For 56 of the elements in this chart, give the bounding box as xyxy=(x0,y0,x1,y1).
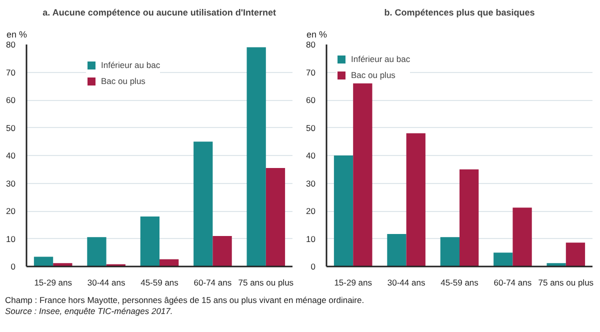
bar xyxy=(87,237,106,266)
y-tick-label: 20 xyxy=(306,206,316,216)
bar xyxy=(353,83,372,266)
bar xyxy=(460,169,479,266)
x-tick-label: 75 ans ou plus xyxy=(238,278,294,288)
legend-label: Inférieur au bac xyxy=(351,54,410,64)
legend-label: Bac ou plus xyxy=(351,70,396,80)
bar xyxy=(266,168,286,266)
x-tick-label: 45-59 ans xyxy=(140,278,178,288)
chart-title: a. Aucune compétence ou aucune utilisation d'Internet xyxy=(42,8,276,18)
chart-title: b. Compétences plus que basiques xyxy=(384,8,535,18)
legend-label: Inférieur au bac xyxy=(101,60,160,70)
legend-label: Bac ou plus xyxy=(101,76,146,86)
bar xyxy=(246,47,266,266)
y-tick-label: 70 xyxy=(306,67,316,78)
y-tick-label: 30 xyxy=(306,178,316,188)
bar xyxy=(512,208,532,266)
bar xyxy=(140,216,160,266)
x-tick-label: 60-74 ans xyxy=(194,278,232,288)
bar xyxy=(546,263,566,266)
x-tick-label: 30-44 ans xyxy=(387,278,426,288)
y-tick-label: 10 xyxy=(306,234,316,244)
y-tick-label: 60 xyxy=(306,95,316,105)
bar xyxy=(194,142,213,266)
bar xyxy=(212,236,232,266)
bar xyxy=(387,234,406,266)
y-axis-title: en % xyxy=(306,30,328,40)
x-tick-label: 60-74 ans xyxy=(494,278,532,288)
bar xyxy=(494,252,513,266)
bar xyxy=(440,237,460,266)
x-tick-label: 15-29 ans xyxy=(34,278,72,288)
y-tick-label: 40 xyxy=(6,150,16,160)
y-tick-label: 60 xyxy=(6,95,16,105)
bar xyxy=(34,256,54,266)
y-tick-label: 20 xyxy=(6,206,16,216)
bar xyxy=(406,133,426,266)
y-tick-label: 10 xyxy=(6,234,16,244)
bar xyxy=(334,156,354,266)
bar xyxy=(566,242,586,266)
text: Champ : France hors Mayotte, personnes âgées de 15 ans ou plus vivant en ménage ordinaire. xyxy=(5,295,364,306)
y-tick-label: 50 xyxy=(6,122,16,133)
y-tick-label: 0 xyxy=(310,262,316,272)
x-tick-label: 45-59 ans xyxy=(440,278,478,288)
y-tick-label: 0 xyxy=(10,262,16,272)
x-tick-label: 15-29 ans xyxy=(334,278,372,288)
y-tick-label: 50 xyxy=(306,122,316,133)
x-tick-label: 30-44 ans xyxy=(87,278,126,288)
bar xyxy=(53,263,72,266)
y-tick-label: 30 xyxy=(6,178,16,188)
x-tick-label: 75 ans ou plus xyxy=(538,278,594,288)
y-tick-label: 80 xyxy=(6,40,16,50)
y-tick-label: 40 xyxy=(306,150,316,160)
y-tick-label: 70 xyxy=(6,67,16,78)
y-tick-label: 80 xyxy=(306,40,316,50)
y-axis-title: en % xyxy=(6,30,28,40)
source-note: Source : Insee, enquête TIC-ménages 2017. xyxy=(5,306,174,318)
